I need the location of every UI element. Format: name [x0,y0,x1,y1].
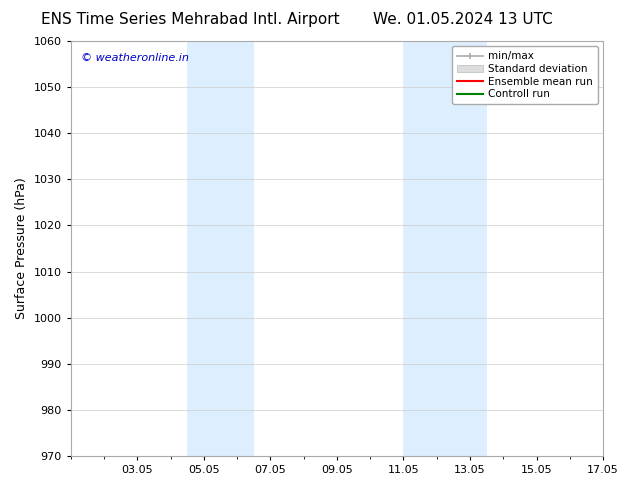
Y-axis label: Surface Pressure (hPa): Surface Pressure (hPa) [15,178,28,319]
Text: ENS Time Series Mehrabad Intl. Airport: ENS Time Series Mehrabad Intl. Airport [41,12,340,27]
Text: © weatheronline.in: © weatheronline.in [81,53,189,64]
Legend: min/max, Standard deviation, Ensemble mean run, Controll run: min/max, Standard deviation, Ensemble me… [451,46,598,104]
Text: We. 01.05.2024 13 UTC: We. 01.05.2024 13 UTC [373,12,553,27]
Bar [403,41,487,456]
Bar [187,41,254,456]
